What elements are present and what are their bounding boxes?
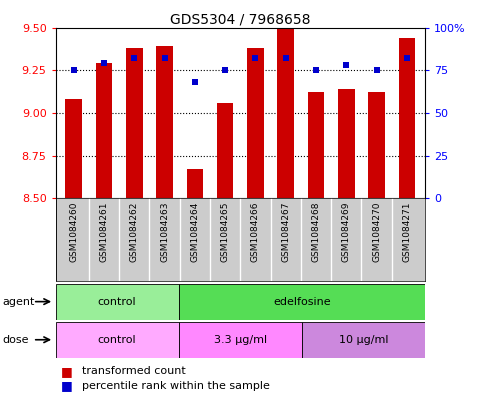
Title: GDS5304 / 7968658: GDS5304 / 7968658 xyxy=(170,12,311,26)
Point xyxy=(130,55,138,61)
Text: 10 μg/ml: 10 μg/ml xyxy=(339,335,388,345)
Bar xyxy=(56,284,179,320)
Point xyxy=(342,62,350,68)
Text: GSM1084267: GSM1084267 xyxy=(281,202,290,262)
Text: GSM1084265: GSM1084265 xyxy=(221,202,229,262)
Text: GSM1084264: GSM1084264 xyxy=(190,202,199,262)
Point xyxy=(312,67,320,73)
Text: ■: ■ xyxy=(60,365,72,378)
Bar xyxy=(65,99,82,198)
Bar xyxy=(302,322,425,358)
Point xyxy=(403,55,411,61)
Bar xyxy=(247,48,264,198)
Point xyxy=(282,55,290,61)
Bar xyxy=(126,48,142,198)
Text: percentile rank within the sample: percentile rank within the sample xyxy=(82,381,270,391)
Bar xyxy=(277,29,294,198)
Text: GSM1084270: GSM1084270 xyxy=(372,202,381,262)
Text: edelfosine: edelfosine xyxy=(273,297,331,307)
Text: control: control xyxy=(98,297,136,307)
Point xyxy=(161,55,169,61)
Bar xyxy=(308,92,325,198)
Bar xyxy=(186,169,203,198)
Text: GSM1084261: GSM1084261 xyxy=(99,202,109,262)
Point xyxy=(373,67,381,73)
Bar xyxy=(156,46,173,198)
Text: GSM1084269: GSM1084269 xyxy=(342,202,351,262)
Text: GSM1084263: GSM1084263 xyxy=(160,202,169,262)
Point xyxy=(252,55,259,61)
Bar xyxy=(179,284,425,320)
Text: GSM1084260: GSM1084260 xyxy=(69,202,78,262)
Text: ■: ■ xyxy=(60,379,72,393)
Text: 3.3 μg/ml: 3.3 μg/ml xyxy=(214,335,267,345)
Point xyxy=(221,67,229,73)
Text: agent: agent xyxy=(2,297,35,307)
Bar xyxy=(179,322,302,358)
Text: GSM1084268: GSM1084268 xyxy=(312,202,321,262)
Bar xyxy=(338,89,355,198)
Bar xyxy=(398,38,415,198)
Text: dose: dose xyxy=(2,335,29,345)
Point xyxy=(191,79,199,85)
Bar xyxy=(368,92,385,198)
Point xyxy=(100,60,108,66)
Text: transformed count: transformed count xyxy=(82,366,186,376)
Text: GSM1084271: GSM1084271 xyxy=(402,202,412,262)
Bar xyxy=(96,63,113,198)
Point xyxy=(70,67,78,73)
Text: GSM1084262: GSM1084262 xyxy=(130,202,139,262)
Bar xyxy=(217,103,233,198)
Bar xyxy=(56,322,179,358)
Text: GSM1084266: GSM1084266 xyxy=(251,202,260,262)
Text: control: control xyxy=(98,335,136,345)
